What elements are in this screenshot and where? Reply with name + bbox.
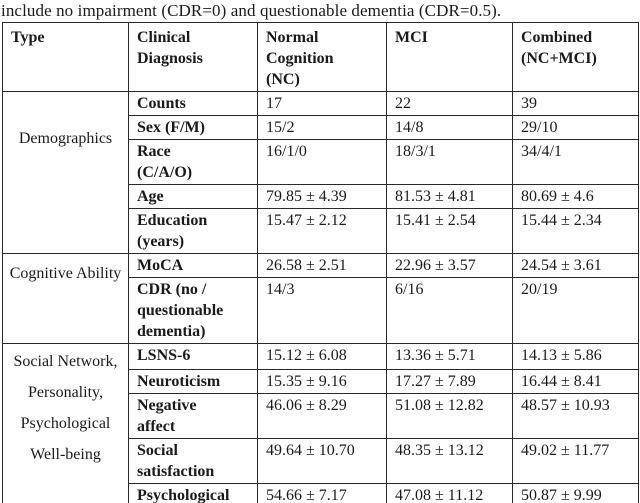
row-label-counts: Counts: [128, 91, 258, 116]
value-social-satisfaction-nc: 49.64 ± 10.70: [257, 438, 387, 484]
value-moca-mci: 22.96 ± 3.57: [386, 253, 513, 278]
participants-table: Type Clinical Diagnosis Normal Cognition…: [2, 22, 639, 503]
value-negative-affect-combined: 48.57 ± 10.93: [512, 393, 639, 439]
col-header-mci: MCI: [386, 22, 513, 92]
value-sex-combined: 29/10: [512, 115, 639, 140]
table-row: Cognitive Ability MoCA 26.58 ± 2.51 22.9…: [2, 253, 639, 344]
section-label-cognitive-ability: Cognitive Ability: [2, 253, 129, 344]
value-psychological-wellbeing-combined: 50.87 ± 9.99: [512, 483, 639, 503]
table-row: Negative affect 46.06 ± 8.29 51.08 ± 12.…: [3, 393, 639, 439]
row-label-sex: Sex (F/M): [128, 115, 258, 140]
value-negative-affect-nc: 46.06 ± 8.29: [257, 393, 387, 439]
section-label-social-network: Social Network, Personality, Psychologic…: [2, 343, 129, 503]
value-neuroticism-nc: 15.35 ± 9.16: [257, 369, 387, 394]
value-age-combined: 80.69 ± 4.6: [512, 184, 639, 209]
value-moca-combined: 24.54 ± 3.61: [512, 253, 639, 278]
row-label-psychological-wellbeing: Psychological well-being: [128, 483, 258, 503]
row-label-lsns6: LSNS-6: [128, 343, 258, 370]
row-label-negative-affect: Negative affect: [128, 393, 258, 439]
value-education-nc: 15.47 ± 2.12: [257, 208, 387, 254]
value-cdr-mci: 6/16: [386, 277, 513, 344]
value-psychological-wellbeing-mci: 47.08 ± 11.12: [386, 483, 513, 503]
col-header-normal-cognition: Normal Cognition (NC): [257, 22, 387, 92]
table-row: Race (C/A/O) 16/1/0 18/3/1 34/4/1: [3, 139, 639, 185]
value-age-mci: 81.53 ± 4.81: [386, 184, 513, 209]
row-label-neuroticism: Neuroticism: [128, 369, 258, 394]
row-label-social-satisfaction: Social satisfaction: [128, 438, 258, 484]
col-header-combined: Combined (NC+MCI): [512, 22, 639, 92]
table-row: Sex (F/M) 15/2 14/8 29/10: [3, 115, 639, 140]
value-neuroticism-mci: 17.27 ± 7.89: [386, 369, 513, 394]
value-age-nc: 79.85 ± 4.39: [257, 184, 387, 209]
value-counts-mci: 22: [386, 91, 513, 116]
row-label-moca: MoCA: [128, 253, 258, 278]
col-header-type: Type: [2, 22, 129, 92]
section-label-demographics: Demographics: [2, 91, 129, 254]
value-lsns6-nc: 15.12 ± 6.08: [257, 343, 387, 370]
value-race-nc: 16/1/0: [257, 139, 387, 185]
table-caption-text: include no impairment (CDR=0) and questi…: [1, 1, 502, 20]
value-lsns6-mci: 13.36 ± 5.71: [386, 343, 513, 370]
value-social-satisfaction-combined: 49.02 ± 11.77: [512, 438, 639, 484]
value-education-mci: 15.41 ± 2.54: [386, 208, 513, 254]
value-negative-affect-mci: 51.08 ± 12.82: [386, 393, 513, 439]
table-row: Education (years) 15.47 ± 2.12 15.41 ± 2…: [3, 208, 639, 254]
table-row: CDR (no / questionable dementia) 14/3 6/…: [3, 277, 639, 344]
value-social-satisfaction-mci: 48.35 ± 13.12: [386, 438, 513, 484]
value-counts-combined: 39: [512, 91, 639, 116]
table-row: Demographics Counts 17 22 39: [2, 91, 639, 254]
value-lsns6-combined: 14.13 ± 5.86: [512, 343, 639, 370]
value-education-combined: 15.44 ± 2.34: [512, 208, 639, 254]
value-sex-nc: 15/2: [257, 115, 387, 140]
value-cdr-nc: 14/3: [257, 277, 387, 344]
header-row: Type Clinical Diagnosis Normal Cognition…: [2, 22, 639, 92]
row-label-education: Education (years): [128, 208, 258, 254]
table-row: Psychological well-being 54.66 ± 7.17 47…: [3, 483, 639, 503]
value-neuroticism-combined: 16.44 ± 8.41: [512, 369, 639, 394]
table-row: Neuroticism 15.35 ± 9.16 17.27 ± 7.89 16…: [3, 369, 639, 394]
row-label-age: Age: [128, 184, 258, 209]
value-psychological-wellbeing-nc: 54.66 ± 7.17: [257, 483, 387, 503]
value-race-mci: 18/3/1: [386, 139, 513, 185]
value-cdr-combined: 20/19: [512, 277, 639, 344]
col-header-clinical-diagnosis: Clinical Diagnosis: [128, 22, 258, 92]
value-sex-mci: 14/8: [386, 115, 513, 140]
table-row: Age 79.85 ± 4.39 81.53 ± 4.81 80.69 ± 4.…: [3, 184, 639, 209]
row-label-race: Race (C/A/O): [128, 139, 258, 185]
table-row: Social Network, Personality, Psychologic…: [2, 343, 639, 503]
row-label-cdr: CDR (no / questionable dementia): [128, 277, 258, 344]
value-counts-nc: 17: [257, 91, 387, 116]
value-race-combined: 34/4/1: [512, 139, 639, 185]
value-moca-nc: 26.58 ± 2.51: [257, 253, 387, 278]
